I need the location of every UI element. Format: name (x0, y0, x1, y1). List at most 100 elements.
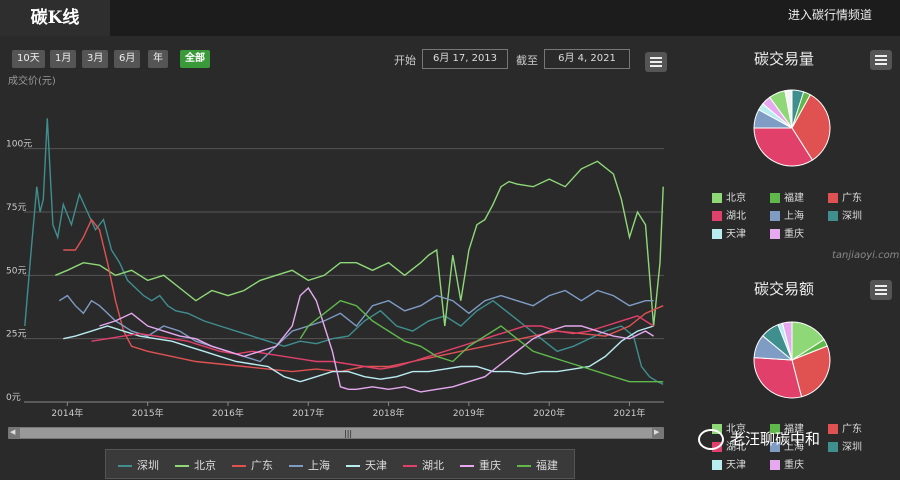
volume-panel: 碳交易量 北京 福建 广东 湖北 上海 深圳 天津 重庆 tanjiaoyi.com (684, 36, 900, 261)
pie-legend-item-重庆[interactable]: 重庆 (770, 456, 804, 471)
legend-swatch (175, 465, 189, 467)
legend-item-深圳[interactable]: 深圳 (118, 457, 159, 473)
pie-legend-item-上海[interactable]: 上海 (770, 438, 804, 453)
series-line-福建 (299, 299, 664, 383)
legend-label: 湖北 (422, 459, 444, 472)
x-tick-label: 2020年 (533, 407, 565, 419)
legend-swatch (346, 465, 360, 467)
x-tick-label: 2021年 (614, 407, 646, 419)
pie-legend-swatch (828, 211, 838, 221)
pie-legend-item-广东[interactable]: 广东 (828, 420, 862, 435)
legend-swatch (517, 465, 531, 467)
pie-legend-swatch (770, 442, 780, 452)
y-tick-label: 75元 (6, 203, 26, 213)
legend-item-天津[interactable]: 天津 (346, 457, 387, 473)
pie-legend-swatch (828, 442, 838, 452)
legend-item-湖北[interactable]: 湖北 (403, 457, 444, 473)
pie-legend-label: 上海 (784, 211, 804, 222)
range-button-10d[interactable]: 10天 (12, 50, 45, 68)
start-date-input[interactable]: 6月 17, 2013 (422, 49, 508, 69)
chart-menu-button[interactable] (645, 52, 667, 72)
pie-legend-item-福建[interactable]: 福建 (770, 189, 804, 204)
legend-label: 深圳 (137, 459, 159, 472)
pie-legend-label: 重庆 (784, 229, 804, 240)
pie-legend-label: 上海 (784, 442, 804, 453)
pie-legend-item-广东[interactable]: 广东 (828, 189, 862, 204)
series-line-北京 (55, 160, 664, 327)
series-line-天津 (63, 325, 654, 383)
scroll-thumb[interactable]: ||| (20, 428, 652, 438)
carbon-market-channel-link[interactable]: 进入碳行情频道 (787, 8, 872, 22)
x-tick-label: 2016年 (212, 407, 244, 419)
x-tick-label: 2017年 (292, 407, 324, 419)
pie-legend-item-深圳[interactable]: 深圳 (828, 207, 862, 222)
pie-legend-label: 深圳 (842, 211, 862, 222)
pie-legend-swatch (770, 193, 780, 203)
range-button-6m[interactable]: 6月 (114, 50, 141, 68)
pie-slice-其他 (784, 89, 793, 129)
legend-item-重庆[interactable]: 重庆 (460, 457, 501, 473)
pie-legend-swatch (770, 211, 780, 221)
volume-pie-chart (753, 89, 831, 167)
end-date-label: 截至 (516, 54, 538, 67)
pie-legend-item-湖北[interactable]: 湖北 (712, 207, 746, 222)
legend-label: 福建 (536, 459, 558, 472)
pie-legend-swatch (828, 193, 838, 203)
end-date-input[interactable]: 6月 4, 2021 (544, 49, 630, 69)
wechat-overlay: 老汪聊碳中和 (698, 428, 820, 450)
pie-legend-item-福建[interactable]: 福建 (770, 420, 804, 435)
legend-swatch (460, 465, 474, 467)
pie-slice-湖北 (753, 357, 803, 399)
y-tick-label: 0元 (6, 393, 21, 403)
pie-legend-item-天津[interactable]: 天津 (712, 456, 746, 471)
range-button-all[interactable]: 全部 (180, 50, 210, 68)
legend-item-福建[interactable]: 福建 (517, 457, 558, 473)
chart-scrollbar[interactable]: ◀ ||| ▶ (8, 427, 664, 439)
pie-legend-item-天津[interactable]: 天津 (712, 225, 746, 240)
pie-legend-swatch (770, 460, 780, 470)
amount-menu-button[interactable] (870, 280, 892, 300)
pie-legend-label: 湖北 (726, 442, 746, 453)
legend-label: 天津 (365, 459, 387, 472)
pie-legend-item-深圳[interactable]: 深圳 (828, 438, 862, 453)
y-tick-label: 25元 (6, 330, 26, 340)
pie-legend-swatch (712, 211, 722, 221)
top-bar: 碳K线 进入碳行情频道 (0, 0, 900, 36)
legend-label: 重庆 (479, 459, 501, 472)
pie-legend-item-北京[interactable]: 北京 (712, 189, 746, 204)
legend-swatch (289, 465, 303, 467)
pie-slice-重庆 (781, 321, 793, 361)
pie-legend-label: 福建 (784, 193, 804, 204)
legend-swatch (403, 465, 417, 467)
line-chart: 成交价(元) 0元 25元 50元 75元 100元 2014年 2015年 2016年 2017… (6, 74, 664, 419)
tab-carbon-kline[interactable]: 碳K线 (0, 0, 110, 36)
scroll-grip-icon: ||| (344, 429, 353, 438)
watermark: tanjiaoyi.com (832, 250, 900, 261)
pie-legend-item-重庆[interactable]: 重庆 (770, 225, 804, 240)
pie-legend-label: 广东 (842, 424, 862, 435)
pie-legend-swatch (770, 229, 780, 239)
range-button-1m[interactable]: 1月 (50, 50, 77, 68)
range-button-year[interactable]: 年 (148, 50, 168, 68)
legend-item-北京[interactable]: 北京 (175, 457, 216, 473)
pie-slice-广东 (791, 345, 831, 398)
legend-item-广东[interactable]: 广东 (232, 457, 273, 473)
start-date-label: 开始 (394, 54, 416, 67)
range-button-3m[interactable]: 3月 (82, 50, 109, 68)
legend-label: 北京 (194, 459, 216, 472)
legend-item-上海[interactable]: 上海 (289, 457, 330, 473)
pie-legend-swatch (712, 424, 722, 434)
pie-legend-item-北京[interactable]: 北京 (712, 420, 746, 435)
series-line-深圳 (24, 118, 664, 385)
pie-legend-swatch (712, 460, 722, 470)
volume-menu-button[interactable] (870, 50, 892, 70)
pie-legend-item-上海[interactable]: 上海 (770, 207, 804, 222)
legend-label: 上海 (308, 459, 330, 472)
legend-swatch (232, 465, 246, 467)
scroll-left-arrow-icon[interactable]: ◀ (10, 428, 16, 436)
x-tick-label: 2018年 (373, 407, 405, 419)
series-line-湖北 (91, 315, 654, 370)
scroll-right-arrow-icon[interactable]: ▶ (654, 428, 660, 436)
pie-slice-湖北 (753, 127, 814, 167)
pie-legend-label: 天津 (726, 460, 746, 471)
